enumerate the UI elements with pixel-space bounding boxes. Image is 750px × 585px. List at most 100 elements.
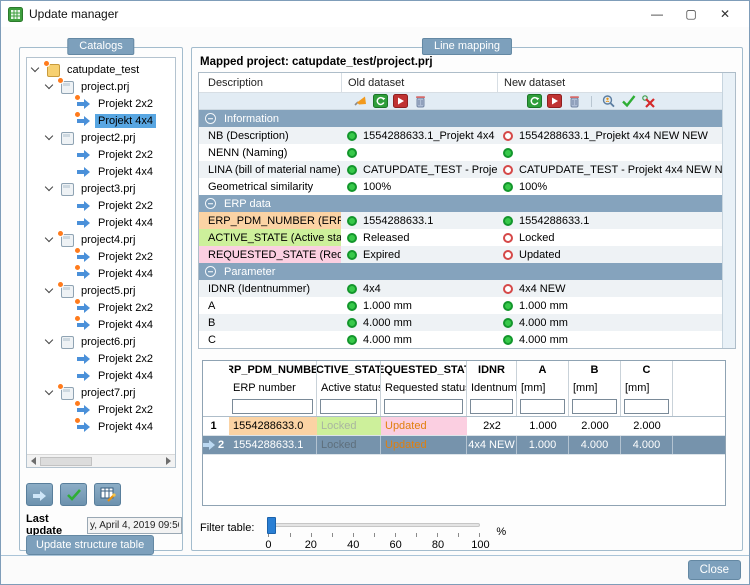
- line-mapping-group-label: Line mapping: [421, 38, 513, 55]
- chevron-down-icon[interactable]: [44, 284, 54, 294]
- play-new-icon[interactable]: [547, 94, 562, 108]
- play-old-icon[interactable]: [393, 94, 408, 108]
- column-header-old-dataset[interactable]: Old dataset: [341, 73, 497, 92]
- tree-item-projekt-4x4[interactable]: Projekt 4x4: [27, 367, 175, 384]
- tree-item-projekt-2x2[interactable]: Projekt 2x2: [27, 247, 175, 265]
- catalog-icon: [43, 60, 60, 77]
- chevron-down-icon[interactable]: [44, 386, 54, 396]
- filter-a-input[interactable]: [520, 398, 565, 414]
- column-header-new-dataset[interactable]: New dataset: [497, 73, 722, 92]
- tree-item-project-prj[interactable]: project.prj: [27, 77, 175, 95]
- tree-item-project5-prj[interactable]: project5.prj: [27, 281, 175, 299]
- refresh-old-icon[interactable]: [373, 94, 388, 108]
- filter-slider-thumb[interactable]: [267, 517, 277, 534]
- col-idnr[interactable]: IDNR: [467, 361, 517, 379]
- tree-item-project2-prj[interactable]: project2.prj: [27, 129, 175, 146]
- col-b[interactable]: B: [569, 361, 621, 379]
- mapping-row-b[interactable]: B 4.000 mm 4.000 mm: [199, 314, 722, 331]
- tree-item-projekt-2x2[interactable]: Projekt 2x2: [27, 400, 175, 418]
- chevron-down-icon[interactable]: [30, 63, 40, 73]
- scroll-right-icon[interactable]: [166, 457, 171, 465]
- catalogs-group: Catalogs catupdate_test project.prj Proj…: [19, 38, 183, 555]
- remove-mapping-icon[interactable]: [641, 94, 656, 108]
- minimize-button[interactable]: —: [651, 7, 663, 21]
- mapping-row-lina[interactable]: LINA (bill of material name) CATUPDATE_T…: [199, 161, 722, 178]
- variant-row-1[interactable]: 1 1554288633.0 Locked Updated 2x2 1.000 …: [203, 417, 725, 436]
- tree-item-projekt-2x2[interactable]: Projekt 2x2: [27, 94, 175, 112]
- tree-item-projekt-4x4[interactable]: Projekt 4x4: [27, 214, 175, 231]
- collapse-icon[interactable]: [205, 113, 216, 124]
- tree-item-project7-prj[interactable]: project7.prj: [27, 383, 175, 401]
- col-a[interactable]: A: [517, 361, 569, 379]
- tree-item-project6-prj[interactable]: project6.prj: [27, 333, 175, 350]
- collapse-icon[interactable]: [205, 266, 216, 277]
- chevron-down-icon[interactable]: [44, 233, 54, 243]
- tree-item-projekt-2x2[interactable]: Projekt 2x2: [27, 350, 175, 367]
- tree-item-projekt-2x2[interactable]: Projekt 2x2: [27, 298, 175, 316]
- mapping-row-requested-state[interactable]: REQUESTED_STATE (Requested s... Expired …: [199, 246, 722, 263]
- refresh-new-icon[interactable]: [527, 94, 542, 108]
- table-wizard-icon: [100, 487, 116, 502]
- tree-item-project4-prj[interactable]: project4.prj: [27, 230, 175, 248]
- mapping-row-c[interactable]: C 4.000 mm 4.000 mm: [199, 331, 722, 348]
- col-erp-pdm-number[interactable]: ERP_PDM_NUMBER: [229, 361, 317, 379]
- variant-row-2-selected[interactable]: 2 1554288633.1 Locked Updated 4x4 NEW 1.…: [203, 436, 725, 455]
- section-header-information[interactable]: Information: [199, 110, 722, 127]
- filter-slider-track[interactable]: [267, 517, 481, 534]
- search-user-icon[interactable]: [601, 94, 616, 108]
- mapping-row-idnr[interactable]: IDNR (Identnummer) 4x4 4x4 NEW: [199, 280, 722, 297]
- tree-item-projekt-4x4[interactable]: Projekt 4x4: [27, 315, 175, 333]
- confirm-check-button[interactable]: [60, 483, 87, 506]
- table-settings-button[interactable]: [94, 483, 121, 506]
- column-header-description[interactable]: Description: [208, 76, 264, 89]
- mapping-row-active-state[interactable]: ACTIVE_STATE (Active status) Released Lo…: [199, 229, 722, 246]
- col-requested-state[interactable]: REQUESTED_STATE: [381, 361, 467, 379]
- mapping-row-erp-pdm-number[interactable]: ERP_PDM_NUMBER (ERP number) 1554288633.1…: [199, 212, 722, 229]
- status-ok-icon: [503, 300, 513, 311]
- maximize-button[interactable]: ▢: [685, 7, 697, 21]
- mapping-row-geometrical-similarity[interactable]: Geometrical similarity 100% 100%: [199, 178, 722, 195]
- mapping-row-a[interactable]: A 1.000 mm 1.000 mm: [199, 297, 722, 314]
- filter-active-input[interactable]: [320, 398, 377, 414]
- tree-horizontal-scrollbar[interactable]: [27, 454, 175, 467]
- trash-old-icon[interactable]: [413, 94, 428, 108]
- map-arrow-button[interactable]: [26, 483, 53, 506]
- chevron-down-icon[interactable]: [44, 335, 54, 345]
- tree-item-projekt-2x2[interactable]: Projekt 2x2: [27, 197, 175, 214]
- mapping-row-nenn[interactable]: NENN (Naming): [199, 144, 722, 161]
- chevron-down-icon[interactable]: [44, 182, 54, 192]
- close-window-button[interactable]: ✕: [719, 7, 731, 21]
- col-c[interactable]: C: [621, 361, 673, 379]
- collapse-icon[interactable]: [205, 198, 216, 209]
- filter-b-input[interactable]: [572, 398, 617, 414]
- filter-erp-input[interactable]: [232, 398, 313, 414]
- status-changed-icon: [503, 232, 513, 243]
- row-number-header: [203, 361, 229, 379]
- scrollbar-thumb[interactable]: [40, 456, 92, 466]
- chevron-down-icon[interactable]: [44, 80, 54, 90]
- tree-item-projekt-4x4[interactable]: Projekt 4x4: [27, 163, 175, 180]
- trash-new-icon[interactable]: [567, 94, 582, 108]
- scroll-left-icon[interactable]: [31, 457, 36, 465]
- tree-item-projekt-4x4[interactable]: Projekt 4x4: [27, 417, 175, 435]
- tree-item-catupdate-test[interactable]: catupdate_test: [27, 60, 175, 78]
- megaphone-icon[interactable]: [353, 94, 368, 108]
- tree-item-projekt-4x4[interactable]: Projekt 4x4: [27, 264, 175, 282]
- update-structure-table-button[interactable]: Update structure table: [26, 535, 155, 555]
- last-update-field[interactable]: [87, 516, 182, 534]
- tree-item-project3-prj[interactable]: project3.prj: [27, 180, 175, 197]
- filter-c-input[interactable]: [624, 398, 669, 414]
- filter-idnr-input[interactable]: [470, 398, 513, 414]
- section-header-erp-data[interactable]: ERP data: [199, 195, 722, 212]
- mapping-vertical-scrollbar[interactable]: [722, 73, 735, 348]
- col-active-state[interactable]: ACTIVE_STATE: [317, 361, 381, 379]
- project-icon: [59, 335, 74, 349]
- section-header-parameter[interactable]: Parameter: [199, 263, 722, 280]
- mapping-row-nb[interactable]: NB (Description) 1554288633.1_Projekt 4x…: [199, 127, 722, 144]
- close-button[interactable]: Close: [687, 560, 741, 580]
- accept-mapping-icon[interactable]: [621, 94, 636, 108]
- tree-item-projekt-2x2[interactable]: Projekt 2x2: [27, 146, 175, 163]
- filter-requested-input[interactable]: [384, 398, 463, 414]
- chevron-down-icon[interactable]: [44, 131, 54, 141]
- tree-item-projekt-4x4-selected[interactable]: Projekt 4x4: [27, 111, 175, 129]
